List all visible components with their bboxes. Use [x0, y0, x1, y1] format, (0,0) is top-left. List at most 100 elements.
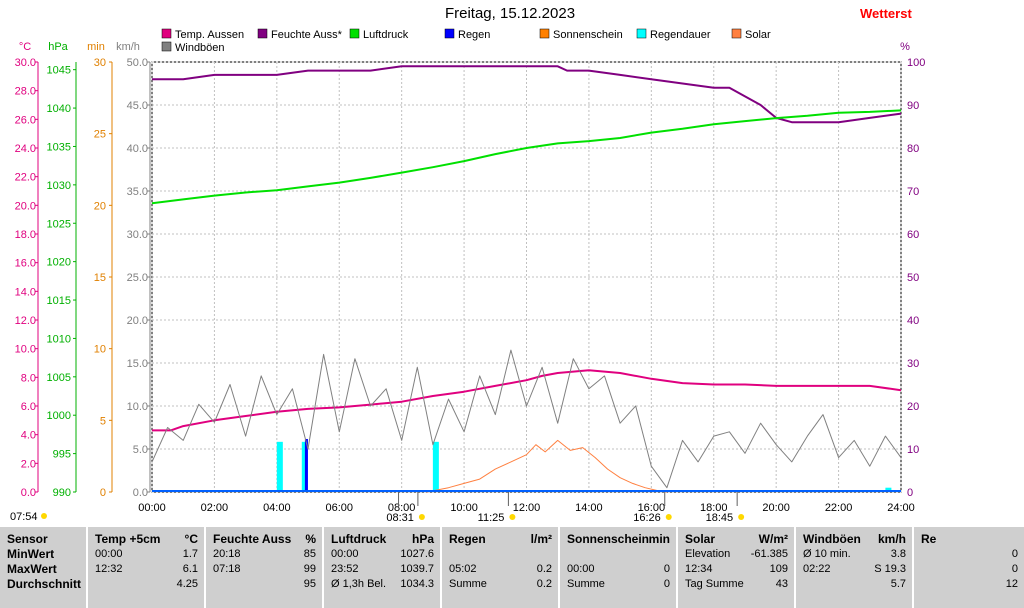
series-luftdruck — [151, 109, 902, 205]
temp-tick-label: 18.0 — [15, 229, 36, 241]
stats-cell-label: Summe — [449, 578, 487, 590]
temp-tick-label: 26.0 — [15, 114, 36, 126]
x-tick-label: 16:00 — [638, 502, 666, 514]
wind-tick-label: 50.0 — [127, 57, 148, 69]
bar-regendauer — [432, 441, 439, 492]
stats-header-label: Sonnenschein — [567, 532, 650, 546]
stats-table: Sensor MinWert MaxWert Durchschnitt Temp +5c… — [0, 527, 1024, 608]
brand-label: Wetterst — [860, 6, 912, 21]
stats-cell-value: 85 — [303, 548, 316, 560]
x-tick-label: 12:00 — [513, 502, 541, 514]
stats-row: Tag Summe 43 — [678, 576, 794, 592]
stats-cell-value: 0 — [663, 563, 670, 575]
stats-row: 12:34 109 — [678, 561, 794, 577]
wind-tick-label: 15.0 — [127, 358, 148, 370]
stats-cell-label: 12:34 — [685, 563, 713, 575]
humidity-tick-label: 50 — [907, 272, 919, 284]
humidity-tick-label: 70 — [907, 186, 919, 198]
stats-column: Regen l/m² 05:02 0.2 Summe 0.2 — [442, 527, 558, 608]
stats-row: 07:18 99 — [206, 561, 322, 577]
x-tick-label: 04:00 — [263, 502, 291, 514]
stats-header-row: Sensor — [0, 531, 86, 547]
stats-row: MaxWert — [0, 561, 86, 577]
pressure-tick-label: 1040 — [47, 103, 71, 115]
pressure-tick-label: 1015 — [47, 295, 71, 307]
stats-header-row: Luftdruck hPa — [324, 531, 440, 547]
legend-label: Temp. Aussen — [175, 29, 244, 41]
stats-header-row: Temp +5cm °C — [88, 531, 204, 547]
legend-label: Solar — [745, 29, 771, 41]
stats-column: Re 0 0 12 — [914, 527, 1024, 608]
stats-cell-value: 1.7 — [182, 548, 198, 560]
stats-cell-label: 00:00 — [331, 548, 359, 560]
minutes-tick-label: 0 — [100, 487, 106, 499]
legend-label: Sonnenschein — [553, 29, 623, 41]
stats-header-unit: min — [648, 532, 670, 546]
temp-tick-label: 20.0 — [15, 200, 36, 212]
wind-tick-label: 40.0 — [127, 143, 148, 155]
series-windb-en — [151, 349, 902, 489]
temp-axis-unit: °C — [19, 41, 31, 53]
wind-tick-label: 10.0 — [127, 401, 148, 413]
sun-icon — [665, 514, 672, 520]
stats-row: 5.7 — [796, 576, 912, 592]
stats-row: Summe 0.2 — [442, 576, 558, 592]
humidity-tick-label: 80 — [907, 143, 919, 155]
humidity-tick-label: 90 — [907, 100, 919, 112]
wind-tick-label: 25.0 — [127, 272, 148, 284]
x-tick-label: 02:00 — [201, 502, 229, 514]
sun-icon — [509, 514, 516, 520]
stats-cell-value: -61.385 — [750, 548, 788, 560]
stats-cell-value: 1027.6 — [400, 548, 434, 560]
pressure-axis-unit: hPa — [48, 41, 68, 53]
stats-row: 4.25 — [88, 576, 204, 592]
temp-tick-label: 22.0 — [15, 172, 36, 184]
stats-column: Luftdruck hPa 00:00 1027.6 23:52 1039.7 Ø 1,3h… — [324, 527, 440, 608]
stats-cell-label: 02:22 — [803, 563, 831, 575]
stats-column: Windböen km/h Ø 10 min. 3.8 02:22 S 19.3 5.7 — [796, 527, 912, 608]
stats-header-row: Windböen km/h — [796, 531, 912, 547]
stats-row: Elevation -61.385 — [678, 546, 794, 562]
stats-row: 95 — [206, 576, 322, 592]
stats-cell-label: MaxWert — [7, 562, 57, 576]
minutes-tick-label: 20 — [94, 200, 106, 212]
stats-column: Sonnenschein min 00:00 0 Summe 0 — [560, 527, 676, 608]
stats-column: Sensor MinWert MaxWert Durchschnitt — [0, 527, 86, 608]
stats-header-unit: W/m² — [758, 532, 788, 546]
wind-tick-label: 20.0 — [127, 315, 148, 327]
temp-tick-label: 24.0 — [15, 143, 36, 155]
stats-header-label: Regen — [449, 532, 486, 546]
temp-tick-label: 28.0 — [15, 86, 36, 98]
humidity-tick-label: 0 — [907, 487, 913, 499]
stats-header-row: Solar W/m² — [678, 531, 794, 547]
stats-cell-label: 12:32 — [95, 563, 123, 575]
stats-cell-value: 5.7 — [890, 578, 906, 590]
event-label: 07:54 — [10, 511, 38, 523]
x-tick-label: 14:00 — [575, 502, 603, 514]
legend-swatch — [636, 28, 647, 39]
stats-row: 00:00 1.7 — [88, 546, 204, 562]
x-tick-label: 24:00 — [887, 502, 915, 514]
legend-label: Windböen — [175, 42, 225, 54]
wind-axis-unit: km/h — [116, 41, 140, 53]
stats-row: 05:02 0.2 — [442, 561, 558, 577]
stats-cell-label: Tag Summe — [685, 578, 744, 590]
legend-label: Luftdruck — [363, 29, 409, 41]
humidity-tick-label: 60 — [907, 229, 919, 241]
pressure-tick-label: 1020 — [47, 257, 71, 269]
legend-swatch — [257, 28, 268, 39]
stats-header-label: Sensor — [7, 532, 48, 546]
x-tick-label: 00:00 — [138, 502, 166, 514]
stats-cell-label: Ø 1,3h Bel. — [331, 578, 387, 590]
sun-icon — [418, 514, 425, 520]
series-temp-aussen — [152, 369, 902, 432]
humidity-tick-label: 20 — [907, 401, 919, 413]
temp-tick-label: 10.0 — [15, 344, 36, 356]
stats-cell-label: MinWert — [7, 547, 55, 561]
weather-chart: 00:00 02:00 04:00 06:00 08:00 10:00 12:00 14:00… — [10, 28, 925, 524]
stats-row: 02:22 S 19.3 — [796, 561, 912, 577]
stats-header-label: Windböen — [803, 532, 861, 546]
temp-tick-label: 16.0 — [15, 258, 36, 270]
stats-header-label: Luftdruck — [331, 532, 387, 546]
event-label: 16:26 — [633, 512, 661, 524]
